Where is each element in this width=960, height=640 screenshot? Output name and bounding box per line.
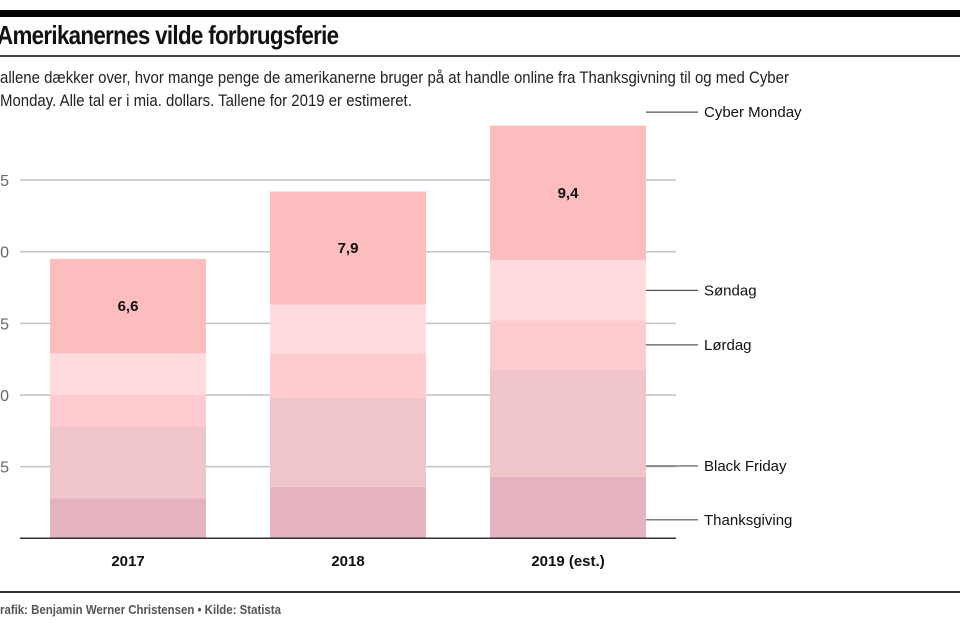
bar-segment-søndag [490,260,646,321]
y-tick-label: 15 [0,316,9,333]
bar-segment-cyber-monday [270,191,426,305]
top-bar [0,10,960,17]
bar-segment-black-friday [270,397,426,487]
bar-segment-thanksgiving [270,486,426,539]
bar-segment-søndag [270,304,426,354]
bar-segment-black-friday [50,426,206,499]
legend-label: Cyber Monday [704,104,802,121]
legend-label: Thanksgiving [704,512,792,529]
subtitle-line-1: allene dækker over, hvor mange penge de … [0,68,789,87]
divider [0,55,960,57]
bar-segment-thanksgiving [50,498,206,539]
y-tick-label: 10 [0,388,9,405]
data-label: 6,6 [118,298,139,315]
bar-segment-cyber-monday [50,258,206,354]
divider [0,591,960,593]
legend-label: Lørdag [704,337,752,354]
y-tick-label: 20 [0,245,9,262]
x-tick-label: 2019 (est.) [531,553,604,570]
subtitle-line-2: Monday. Alle tal er i mia. dollars. Tall… [0,91,412,110]
data-label: 9,4 [558,185,580,202]
y-tick-label: 5 [0,460,9,477]
data-label: 7,9 [338,240,359,257]
bar-segment-lørdag [490,320,646,370]
x-tick-label: 2017 [111,553,144,570]
bar-segment-lørdag [270,353,426,398]
chart-title: Amerikanernes vilde forbrugsferie [0,20,339,50]
footer-credit: rafik: Benjamin Werner Christensen • Kil… [0,602,281,617]
bar-segment-thanksgiving [490,476,646,539]
bar-segment-lørdag [50,395,206,427]
bar-segment-cyber-monday [490,125,646,261]
legend-label: Søndag [704,282,757,299]
bar-segment-black-friday [490,369,646,477]
bar-segment-søndag [50,353,206,395]
legend-label: Black Friday [704,458,787,475]
y-tick-label: 25 [0,173,9,190]
x-tick-label: 2018 [331,553,364,570]
